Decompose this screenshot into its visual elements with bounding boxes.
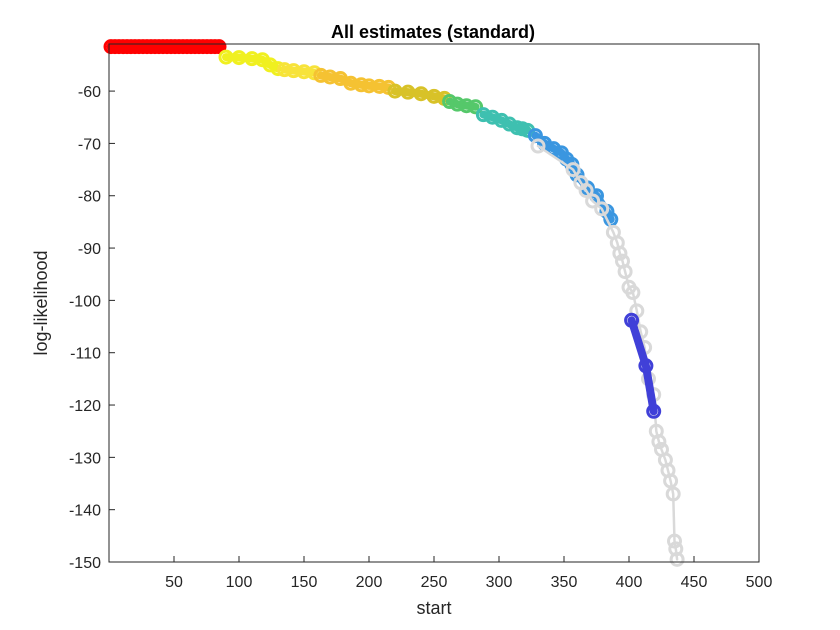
series-line (627, 316, 658, 416)
data-point (501, 116, 517, 132)
y-tick-label: -100 (69, 293, 101, 310)
data-point (594, 201, 610, 217)
data-point (494, 112, 510, 128)
data-point (361, 78, 377, 94)
data-point (485, 109, 500, 125)
data-point (663, 473, 679, 489)
data-point (646, 403, 662, 419)
data-point (665, 486, 681, 502)
y-tick-label: -120 (69, 398, 101, 415)
data-point (277, 62, 292, 78)
series-0 (103, 39, 227, 55)
data-point (262, 57, 278, 73)
data-point (565, 162, 581, 178)
y-tick-label: -110 (70, 346, 101, 363)
x-tick-label: 500 (746, 574, 773, 591)
data-point (624, 312, 640, 328)
data-point (449, 96, 465, 112)
x-tick-label: 300 (486, 574, 513, 591)
y-tick-label: -90 (78, 241, 101, 258)
x-tick-label: 50 (165, 574, 183, 591)
data-point (211, 39, 227, 55)
x-tick-label: 200 (356, 574, 383, 591)
y-tick-label: -150 (69, 555, 101, 572)
data-point (578, 183, 594, 199)
series-4 (387, 83, 452, 106)
data-point (530, 138, 546, 154)
y-tick-label: -140 (69, 503, 101, 520)
data-point (651, 434, 667, 450)
chart-title: All estimates (standard) (331, 22, 535, 42)
data-point (638, 358, 654, 374)
series-layer (103, 39, 685, 567)
x-axis-title: start (416, 598, 451, 618)
x-axis: 50 100 150 200 250 300 350 400 450 500 (165, 556, 772, 591)
x-tick-label: 150 (291, 574, 318, 591)
y-axis-title: log-likelihood (31, 250, 51, 355)
data-point (468, 99, 484, 115)
y-tick-label: -60 (78, 84, 101, 101)
x-tick-label: 400 (616, 574, 643, 591)
data-point (667, 533, 682, 549)
data-point (625, 285, 641, 301)
data-point (475, 107, 491, 123)
y-tick-label: -130 (69, 450, 101, 467)
data-point (612, 245, 628, 261)
data-point (669, 551, 685, 567)
y-tick-label: -70 (78, 136, 101, 153)
x-tick-label: 450 (681, 574, 708, 591)
x-tick-label: 250 (421, 574, 448, 591)
data-point (371, 78, 387, 94)
x-tick-label: 100 (226, 574, 253, 591)
data-point (617, 264, 633, 280)
data-point (313, 67, 329, 83)
y-axis: -60 -70 -80 -90 -100 -110 -120 -130 -140 -150 (69, 84, 115, 572)
x-tick-label: 350 (551, 574, 578, 591)
series-9 (624, 312, 662, 419)
series-5 (442, 94, 484, 115)
y-tick-label: -80 (78, 189, 101, 206)
data-point (585, 193, 601, 209)
data-point (459, 98, 474, 114)
data-point (442, 94, 458, 110)
data-point (353, 77, 369, 93)
